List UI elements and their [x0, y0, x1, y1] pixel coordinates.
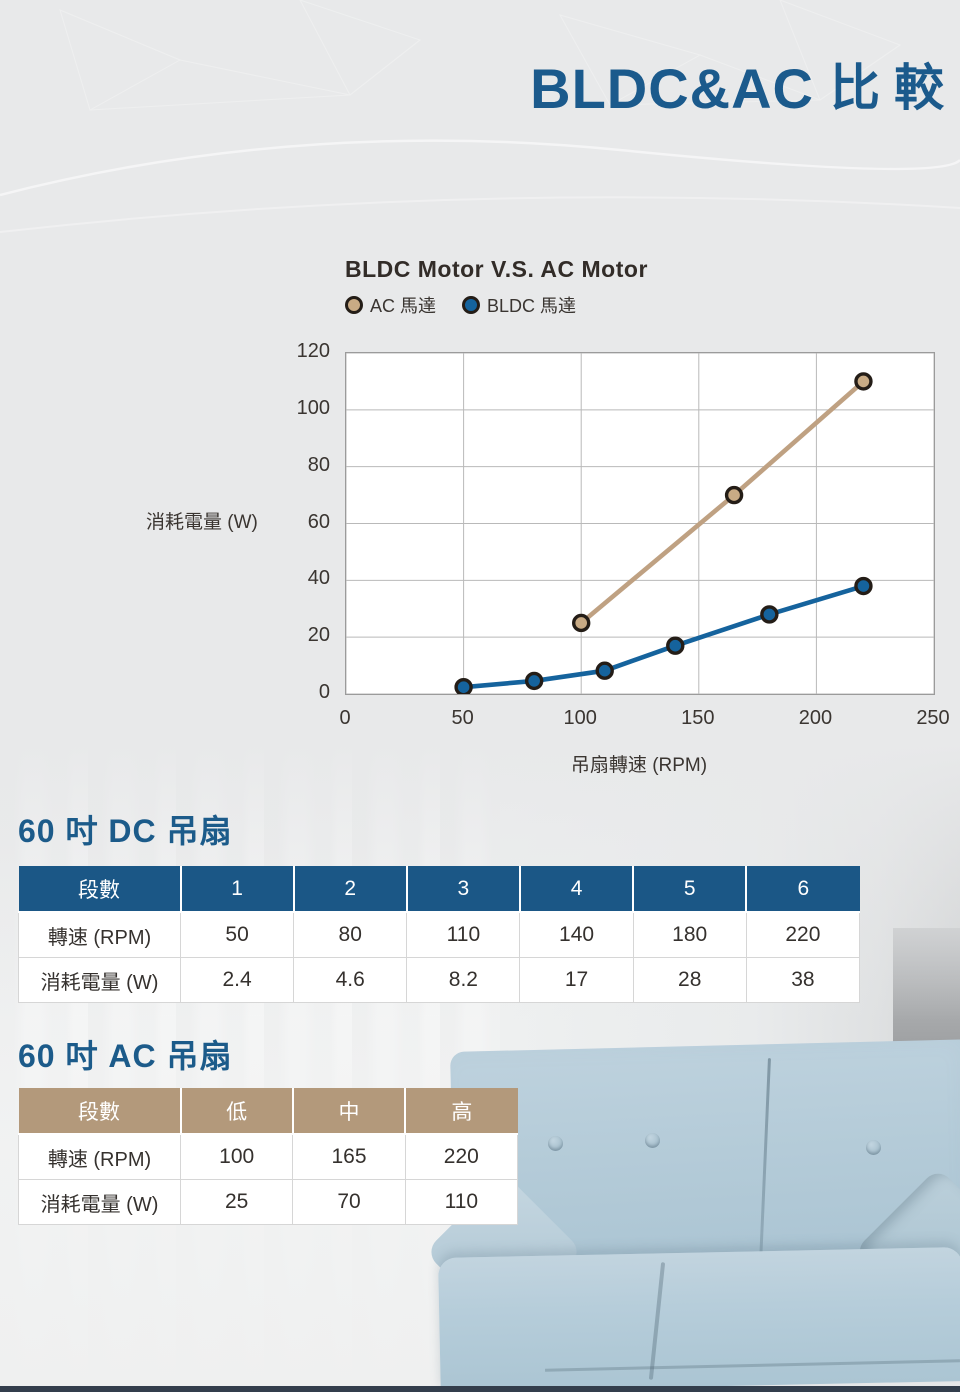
bottom-border-strip	[0, 1386, 960, 1392]
value-cell: 80	[293, 911, 408, 958]
x-tick-label: 250	[916, 707, 950, 729]
data-point	[854, 372, 873, 391]
table-header-cell: 2	[293, 866, 408, 913]
table-row: 轉速 (RPM) 100 165 220	[18, 1133, 519, 1180]
value-cell: 25	[179, 1179, 294, 1225]
table-header-cell: 高	[405, 1088, 518, 1135]
table-header-cell: 段數	[18, 1088, 182, 1135]
x-tick-label: 150	[681, 707, 715, 729]
value-cell: 50	[179, 911, 295, 958]
table-header-cell: 4	[519, 866, 635, 913]
y-tick-label: 20	[307, 624, 330, 647]
table-row: 消耗電量 (W) 25 70 110	[18, 1179, 519, 1225]
value-cell: 110	[404, 1179, 519, 1225]
table-row: 轉速 (RPM) 50 80 110 140 180 220	[18, 911, 861, 958]
value-cell: 110	[406, 911, 521, 958]
data-point	[454, 677, 473, 697]
page-title: BLDC&AC 比較	[530, 48, 958, 121]
y-axis-label: 消耗電量 (W)	[146, 512, 258, 533]
row-label-cell: 轉速 (RPM)	[18, 911, 181, 958]
legend-item: AC 馬達	[345, 292, 436, 318]
value-cell: 2.4	[179, 957, 295, 1003]
ac-section-heading: 60 吋 AC 吊扇	[18, 1038, 233, 1074]
table-header-row: 段數 1 2 3 4 5 6	[18, 866, 860, 913]
data-point	[724, 485, 744, 505]
chart-title: BLDC Motor V.S. AC Motor	[345, 256, 648, 282]
y-tick-label: 0	[318, 681, 330, 703]
value-cell: 100	[179, 1133, 294, 1180]
x-tick-label: 100	[563, 707, 597, 729]
dc-section-heading: 60 吋 DC 吊扇	[18, 813, 233, 849]
x-tick-label: 50	[451, 707, 474, 729]
value-cell: 70	[292, 1179, 406, 1225]
legend-label: AC 馬達	[370, 296, 437, 316]
ac-fan-table: 段數低中高轉速 (RPM) 100 165 220 消耗電量 (W) 25 70 110	[18, 1088, 519, 1225]
value-cell: 140	[519, 911, 634, 958]
value-cell: 8.2	[406, 957, 521, 1003]
page-title-cn: 比較	[830, 60, 958, 116]
line-chart	[345, 352, 935, 697]
page-title-en: BLDC&AC	[530, 57, 814, 120]
data-point	[571, 613, 591, 633]
value-cell: 165	[292, 1133, 406, 1180]
dc-fan-table: 段數 1 2 3 4 5 6 轉速 (RPM) 50 80 110 140 180 220 消耗電量 (W)…	[18, 866, 861, 1003]
data-point	[854, 576, 873, 596]
data-point	[595, 661, 614, 680]
sofa-seat-cushion	[438, 1247, 960, 1392]
y-tick-label: 100	[296, 396, 330, 419]
y-tick-label: 120	[296, 340, 330, 362]
table-row: 消耗電量 (W) 2.4 4.6 8.2 17 28 38	[18, 957, 861, 1003]
y-tick-label: 80	[307, 453, 330, 476]
x-tick-label: 0	[339, 707, 351, 729]
sofa-button	[866, 1140, 881, 1155]
x-tick-label: 200	[798, 707, 833, 729]
value-cell: 38	[745, 957, 861, 1003]
y-tick-label: 40	[307, 567, 330, 590]
table-header-cell: 段數	[18, 866, 182, 913]
chart-legend: AC 馬達 BLDC 馬達	[345, 292, 576, 318]
value-cell: 220	[745, 911, 861, 958]
value-cell: 28	[632, 957, 747, 1003]
table-header-cell: 3	[406, 866, 521, 913]
value-cell: 4.6	[293, 957, 408, 1003]
table-header-cell: 6	[746, 866, 860, 913]
table-header-cell: 低	[180, 1088, 294, 1135]
row-label-cell: 消耗電量 (W)	[18, 957, 181, 1003]
legend-label: BLDC 馬達	[487, 296, 577, 316]
y-tick-label: 60	[307, 510, 330, 533]
table-header-row: 段數低中高	[18, 1088, 518, 1135]
table-header-cell: 中	[292, 1088, 407, 1135]
legend-item: BLDC 馬達	[462, 292, 576, 318]
value-cell: 220	[404, 1133, 519, 1180]
data-point	[524, 671, 544, 691]
table-header-cell: 5	[633, 866, 748, 913]
table-header-cell: 1	[180, 866, 295, 913]
legend-marker-icon	[462, 296, 481, 314]
value-cell: 17	[519, 957, 634, 1003]
data-point	[666, 636, 685, 655]
row-label-cell: 轉速 (RPM)	[18, 1133, 181, 1180]
value-cell: 180	[632, 911, 747, 958]
chart-plot-area	[345, 352, 935, 697]
x-axis-label: 吊扇轉速 (RPM)	[570, 755, 708, 776]
sofa-button	[645, 1133, 660, 1148]
row-label-cell: 消耗電量 (W)	[18, 1179, 181, 1225]
sofa-button	[548, 1136, 563, 1151]
legend-marker-icon	[345, 296, 363, 314]
data-point	[760, 605, 779, 624]
